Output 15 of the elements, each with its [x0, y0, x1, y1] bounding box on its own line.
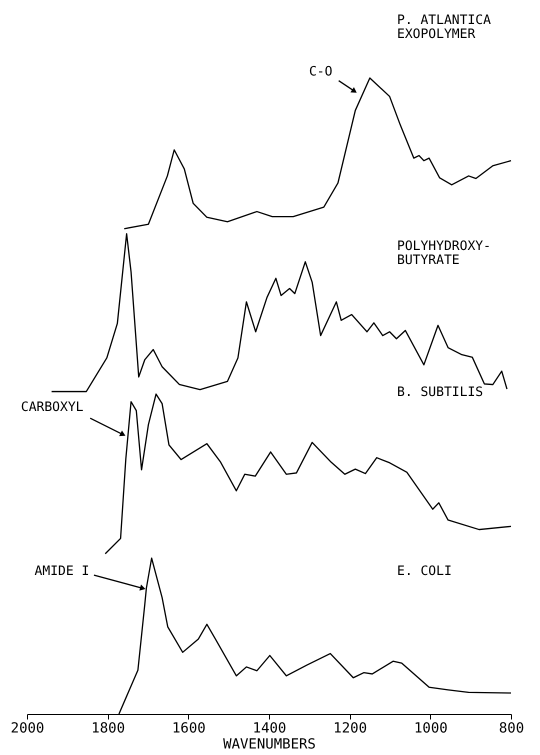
text: P. ATLANTICA EXOPOLYMER [397, 13, 492, 42]
annotation: E. COLI [397, 564, 452, 579]
annotation: CARBOXYL [20, 400, 84, 416]
x-tick-label: 800 [498, 720, 524, 736]
annotation: AMIDE I [34, 564, 90, 580]
x-tick-label: 1400 [252, 720, 286, 736]
x-tick-label: 1800 [91, 720, 126, 736]
x-tick-label: 1200 [333, 720, 368, 736]
x-axis-title: WAVENUMBERS [223, 736, 316, 752]
x-tick-label: 1000 [414, 720, 448, 736]
annotation: POLYHYDROXY- BUTYRATE [397, 239, 491, 268]
x-tick-label: 2000 [10, 720, 44, 736]
annotation: C-O [308, 64, 333, 80]
x-tick-label: 1600 [172, 720, 206, 736]
annotation: B. SUBTILIS [397, 385, 484, 400]
